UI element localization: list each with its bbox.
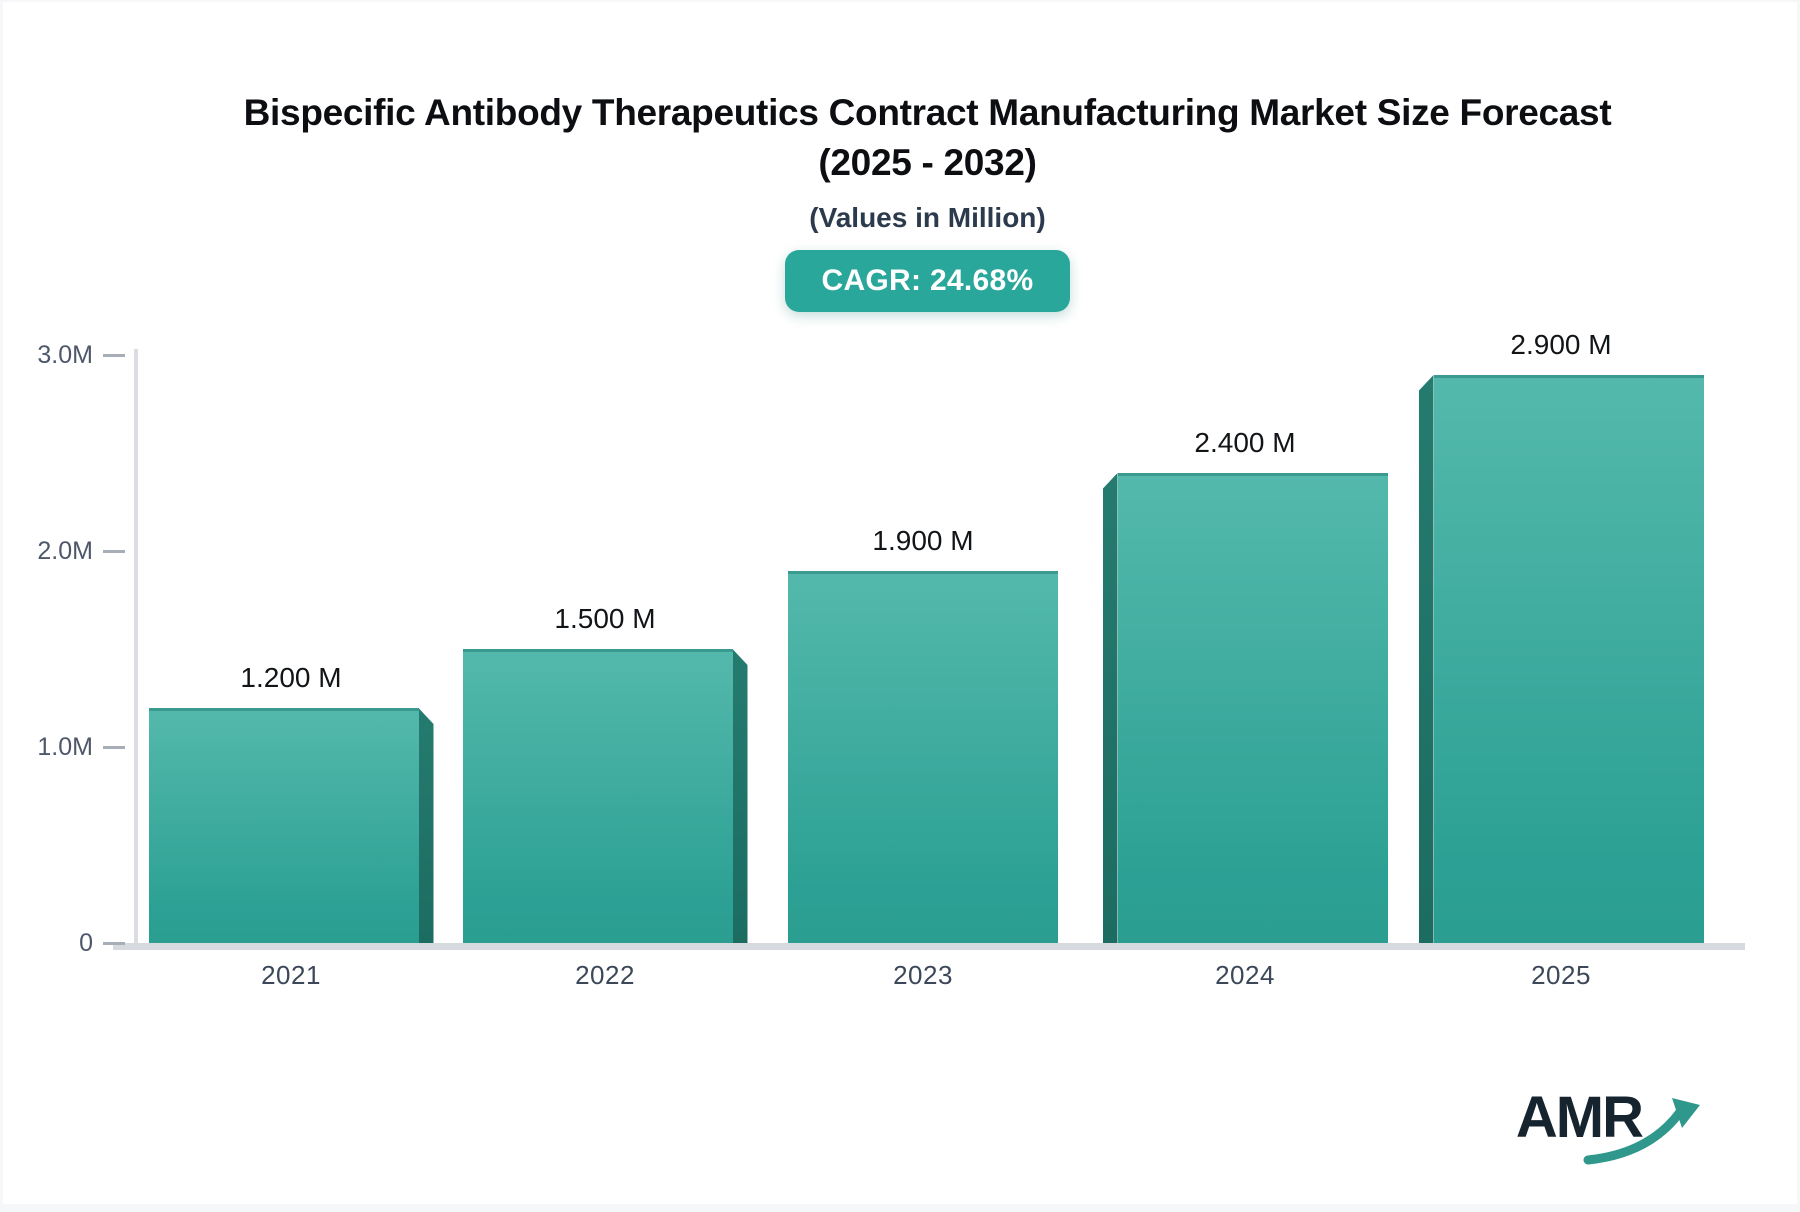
bar-body: [1433, 375, 1704, 943]
cagr-badge-label: CAGR: 24.68%: [821, 264, 1034, 297]
chart-subtitle: (Values in Million): [809, 202, 1046, 233]
x-axis-label-2025: 2025: [1531, 960, 1591, 990]
bar-value-label: 2.900 M: [1510, 329, 1612, 360]
chart-title-line1: Bispecific Antibody Therapeutics Contrac…: [243, 92, 1612, 133]
y-axis-line: [134, 349, 138, 950]
x-axis-label-2022: 2022: [575, 960, 635, 990]
bar-2025[interactable]: 2.900 M: [1418, 329, 1704, 943]
chart-header: Bispecific Antibody Therapeutics Contrac…: [58, 90, 1797, 312]
x-axis-label-2023: 2023: [893, 960, 953, 990]
brand-logo: AMR: [1516, 1088, 1702, 1170]
bar-3d-edge: [732, 649, 748, 943]
bar-body: [1117, 473, 1388, 943]
bar-value-label: 1.200 M: [240, 662, 342, 693]
x-axis-label-2024: 2024: [1215, 960, 1275, 990]
plot-area: 1.200 M 1.500 M 1.900 M 2.400 M 2.900 M: [141, 2, 1745, 943]
brand-logo-text: AMR: [1515, 1085, 1644, 1150]
cagr-badge: CAGR: 24.68%: [785, 250, 1070, 312]
bar-body: [462, 649, 733, 943]
x-axis-line: [113, 943, 1745, 950]
y-tick-label: 3.0M: [37, 341, 93, 369]
bar-3d-edge: [1418, 375, 1434, 943]
y-tick-dash: [103, 354, 125, 357]
y-tick-label: 1.0M: [37, 733, 93, 761]
y-tick-label: 2.0M: [37, 537, 93, 565]
y-tick-dash: [103, 550, 125, 553]
bar-2022[interactable]: 1.500 M: [462, 603, 748, 943]
y-tick-label: 0: [79, 929, 93, 957]
bar-body: [788, 571, 1058, 943]
bar-2024[interactable]: 2.400 M: [1102, 427, 1388, 943]
bar-2023[interactable]: 1.900 M: [788, 525, 1058, 943]
bar-value-label: 1.900 M: [872, 525, 974, 556]
y-tick-dash: [103, 746, 125, 749]
trending-up-arrow-icon: [1583, 1098, 1700, 1165]
bar-3d-edge: [418, 708, 434, 943]
chart-title-line2: (2025 - 2032): [818, 142, 1037, 183]
y-tick-dash: [103, 942, 125, 945]
bar-2021[interactable]: 1.200 M: [148, 662, 434, 943]
bar-value-label: 1.500 M: [554, 603, 656, 634]
chart-card: Bispecific Antibody Therapeutics Contrac…: [3, 2, 1797, 1204]
bar-body: [148, 708, 419, 943]
bar-3d-edge: [1102, 473, 1118, 943]
x-axis-label-2021: 2021: [261, 960, 321, 990]
bar-value-label: 2.400 M: [1194, 427, 1296, 458]
